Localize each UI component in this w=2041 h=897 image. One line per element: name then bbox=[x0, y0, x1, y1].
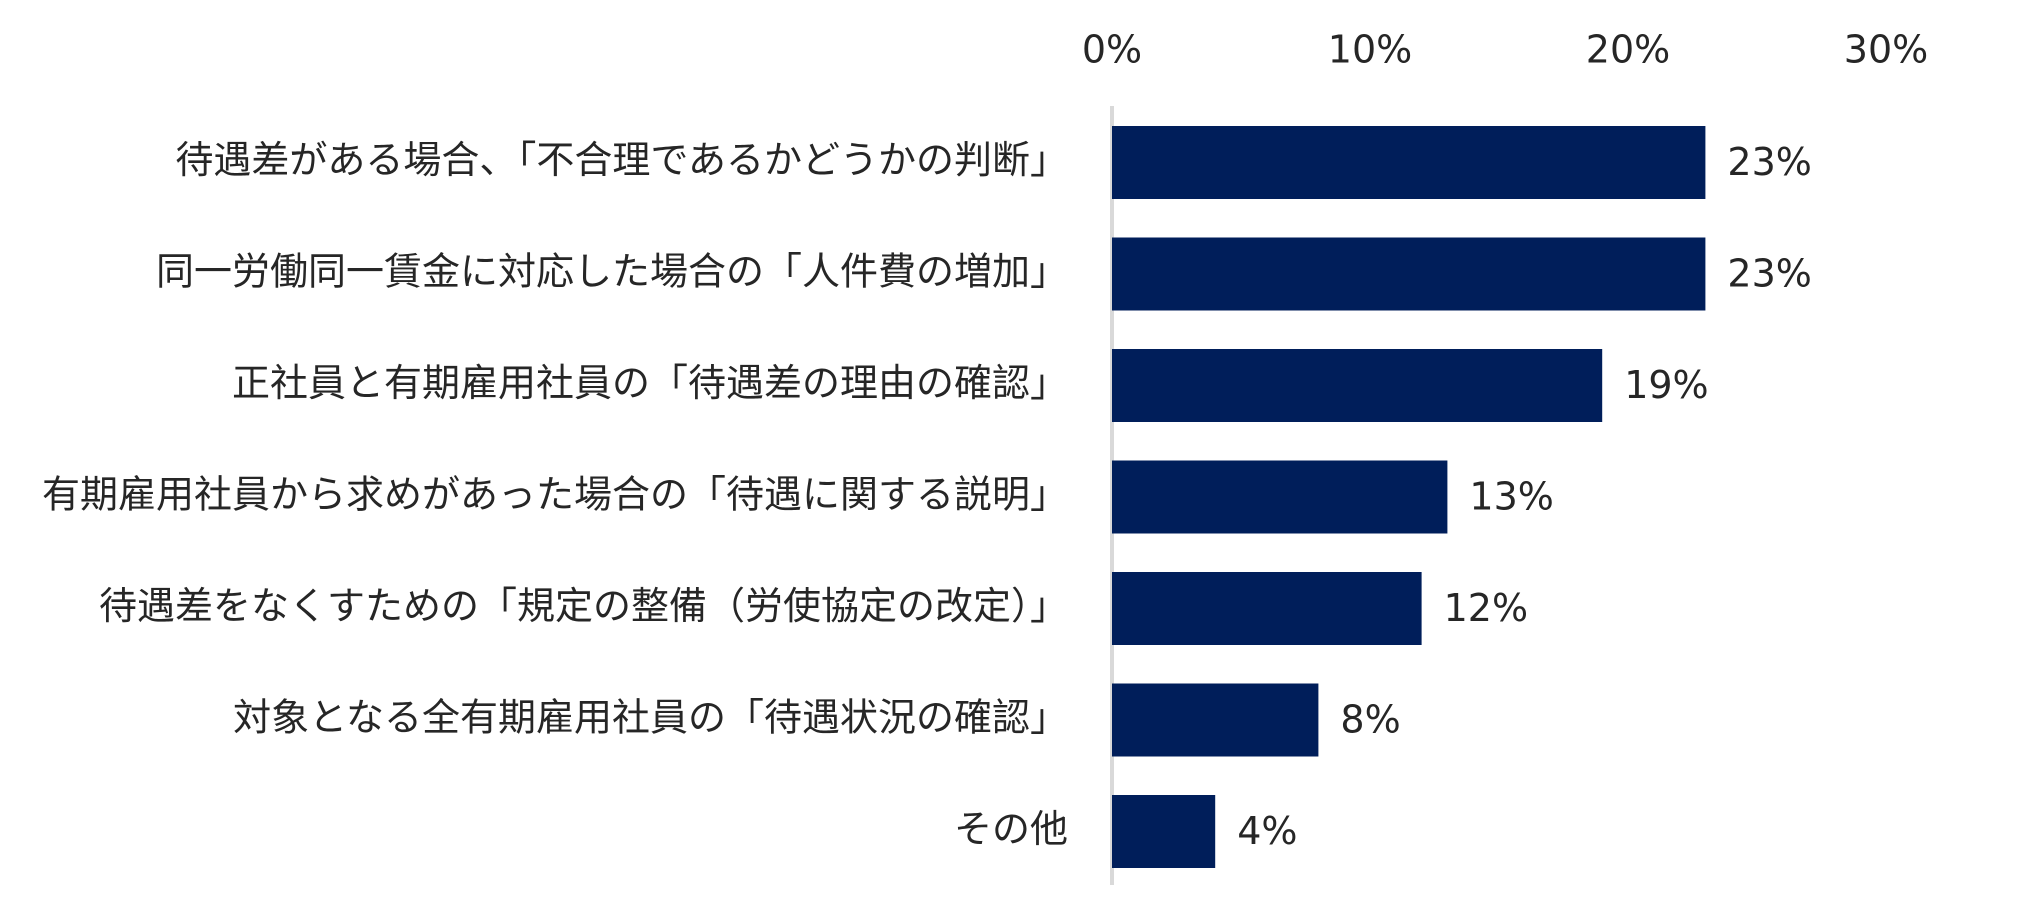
bar bbox=[1112, 795, 1216, 868]
category-label: 正社員と有期雇用社員の「待遇差の理由の確認」 bbox=[232, 361, 1068, 405]
category-label: その他 bbox=[954, 807, 1068, 851]
bar bbox=[1112, 572, 1422, 645]
value-label: 12% bbox=[1444, 586, 1528, 630]
bar bbox=[1112, 460, 1448, 534]
x-tick-label: 30% bbox=[1844, 28, 1928, 72]
value-label: 8% bbox=[1340, 698, 1400, 742]
bar bbox=[1112, 349, 1603, 422]
value-label: 23% bbox=[1727, 252, 1811, 296]
category-label: 待遇差がある場合、「不合理であるかどうかの判断」 bbox=[175, 138, 1068, 182]
value-label: 4% bbox=[1237, 809, 1297, 853]
bar bbox=[1112, 126, 1706, 199]
value-label: 23% bbox=[1727, 140, 1811, 184]
x-tick-label: 0% bbox=[1082, 28, 1142, 72]
category-label: 待遇差をなくすための「規定の整備（労使協定の改定）」 bbox=[99, 584, 1068, 628]
bars bbox=[1112, 126, 1706, 868]
bar bbox=[1112, 237, 1706, 311]
x-tick-label: 20% bbox=[1586, 28, 1670, 72]
category-labels: 待遇差がある場合、「不合理であるかどうかの判断」同一労働同一賃金に対応した場合の… bbox=[42, 138, 1068, 851]
bar bbox=[1112, 683, 1319, 757]
x-tick-label: 10% bbox=[1328, 28, 1412, 72]
value-label: 19% bbox=[1624, 363, 1708, 407]
value-label: 13% bbox=[1469, 475, 1553, 519]
category-label: 対象となる全有期雇用社員の「待遇状況の確認」 bbox=[233, 696, 1068, 740]
category-label: 有期雇用社員から求めがあった場合の「待遇に関する説明」 bbox=[42, 473, 1068, 517]
category-label: 同一労働同一賃金に対応した場合の「人件費の増加」 bbox=[156, 250, 1068, 294]
x-axis-ticks: 0% 10% 20% 30% bbox=[1082, 28, 1928, 72]
value-labels: 23% 23% 19% 13% 12% 8% 4% bbox=[1237, 140, 1812, 853]
